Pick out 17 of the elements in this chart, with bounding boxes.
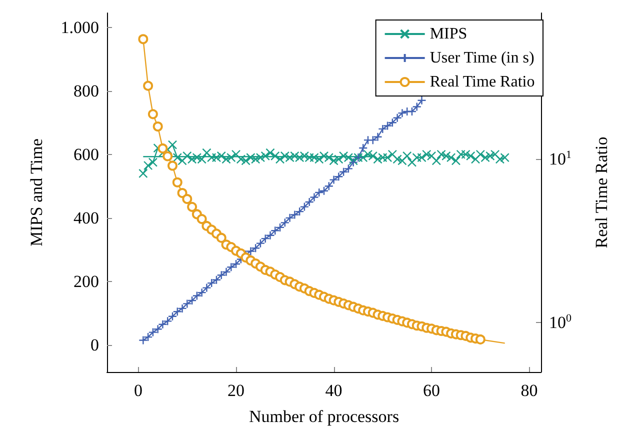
legend-label: MIPS [430, 26, 468, 42]
y-tick-label: 400 [74, 208, 99, 228]
x-tick-label: 40 [325, 381, 342, 400]
x-tick-label: 60 [423, 381, 440, 400]
y2-axis-title: Real Time Ratio [592, 136, 611, 248]
x-tick-label: 0 [134, 381, 143, 400]
y-tick-label: 200 [74, 272, 99, 291]
y-axis-title: MIPS and Time [27, 138, 46, 246]
legend-label: Real Time Ratio [430, 74, 535, 90]
y-tick-label: 0 [90, 335, 99, 354]
x-tick-label: 80 [520, 381, 538, 400]
x-axis-title: Number of processors [248, 407, 400, 426]
y-tick-label: 600 [74, 144, 99, 164]
y-tick-label: 1.000 [60, 18, 99, 37]
legend-label: User Time (in s) [430, 50, 534, 66]
y-tick-label: 800 [74, 81, 99, 100]
x-tick-label: 20 [228, 381, 245, 400]
